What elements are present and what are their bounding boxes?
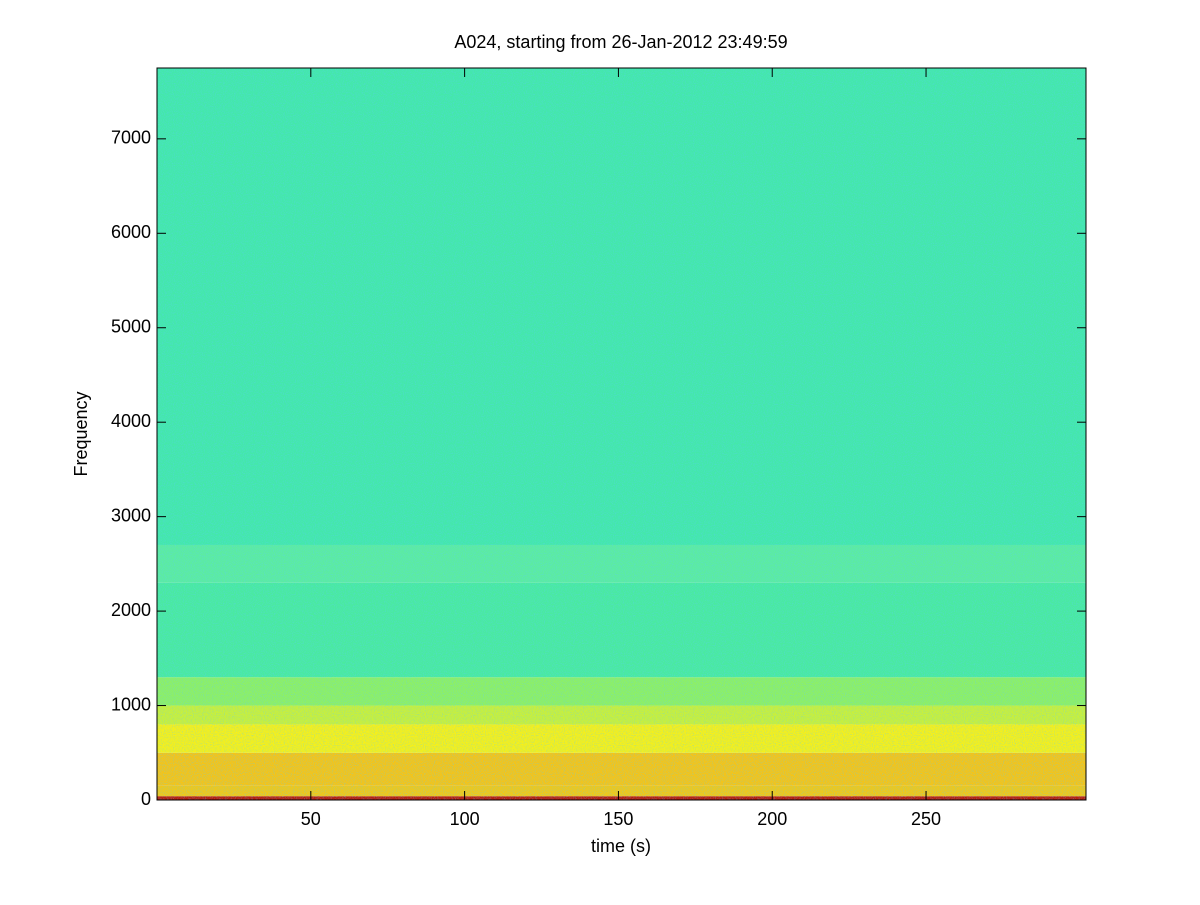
y-tick-label: 0: [141, 789, 151, 809]
plot-frame: [156, 67, 1087, 801]
y-tick-label: 2000: [111, 600, 151, 620]
x-tick-label: 150: [603, 809, 633, 829]
y-tick-label: 3000: [111, 505, 151, 525]
y-tick-label: 4000: [111, 411, 151, 431]
y-axis-label: Frequency: [71, 391, 91, 476]
noise-texture: [157, 68, 1086, 800]
y-tick-label: 1000: [111, 694, 151, 714]
x-tick-label: 250: [911, 809, 941, 829]
chart-title: A024, starting from 26-Jan-2012 23:49:59: [454, 32, 787, 52]
x-axis-label: time (s): [591, 836, 651, 856]
x-tick-label: 50: [301, 809, 321, 829]
y-tick-label: 6000: [111, 222, 151, 242]
y-tick-label: 7000: [111, 128, 151, 148]
x-tick-label: 100: [450, 809, 480, 829]
y-tick-label: 5000: [111, 316, 151, 336]
x-tick-label: 200: [757, 809, 787, 829]
